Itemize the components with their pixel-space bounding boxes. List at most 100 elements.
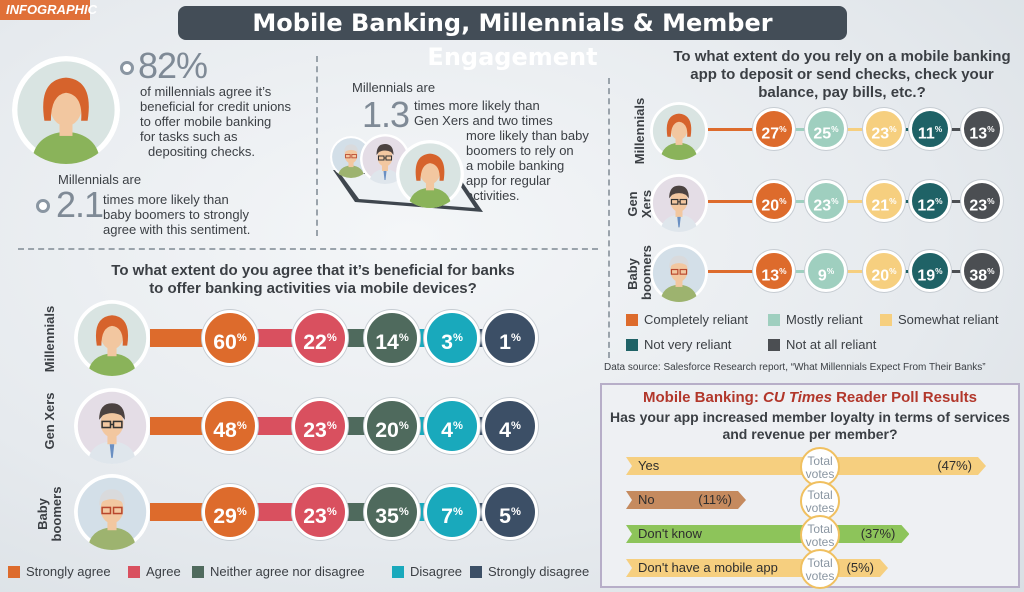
agree-boom-value: 29 — [213, 504, 237, 529]
reliance-legend-label: Not at all reliant — [786, 337, 877, 352]
stat2-text: times more likely than baby boomers to st… — [103, 192, 251, 237]
agree-row-avatar — [74, 388, 150, 464]
agree-mil-bubble: 14% — [364, 310, 420, 366]
reliance-legend-swatch — [626, 338, 638, 351]
agree-mil-value: 22 — [303, 330, 327, 355]
agree-genx-bubble: 48% — [202, 398, 258, 454]
agree-boom-percent: % — [236, 506, 247, 518]
reliance-legend-item: Not at all reliant — [768, 337, 876, 352]
total-votes-label: votes — [805, 467, 835, 481]
reliance-mil-bubble: 11% — [909, 108, 951, 150]
reliance-row-avatar — [650, 102, 708, 160]
reliance-legend-item: Completely reliant — [626, 312, 748, 327]
agree-legend-label: Strongly agree — [26, 564, 111, 579]
agree-legend-item: Strongly agree — [8, 564, 111, 579]
poll-bar: Don't have a mobile app (5%) — [626, 559, 888, 577]
stat1-value: 82% — [138, 45, 208, 86]
poll-bar-percent: (47%) — [937, 458, 972, 473]
poll-bar-label: Yes — [638, 458, 660, 473]
reliance-genx-percent: % — [831, 196, 839, 206]
agree-legend-swatch — [470, 565, 482, 578]
total-votes-badge: Total votes — [800, 549, 840, 589]
infographic-tag: INFOGRAPHIC — [0, 0, 97, 20]
reliance-legend-swatch — [626, 313, 638, 326]
reliance-mil-percent: % — [779, 124, 787, 134]
agree-boom-bubble: 23% — [292, 484, 348, 540]
agree-mil-percent: % — [510, 332, 521, 344]
reliance-mil-connector — [708, 127, 774, 131]
poll-title: Mobile Banking: CU Times Reader Poll Res… — [643, 389, 977, 406]
reliance-boom-value: 9 — [817, 267, 827, 285]
agree-mil-value: 3 — [441, 330, 453, 355]
agree-mil-percent: % — [236, 332, 247, 344]
poll-bar-label: Don't have a mobile app — [638, 560, 778, 575]
reliance-genx-bubble: 21% — [863, 180, 905, 222]
reliance-genx-value: 23 — [813, 197, 832, 215]
agree-mil-percent: % — [398, 332, 409, 344]
reliance-boom-value: 13 — [761, 267, 780, 285]
agree-mil-percent: % — [452, 332, 463, 344]
agree-legend-item: Neither agree nor disagree — [192, 564, 365, 579]
agree-boom-percent: % — [510, 506, 521, 518]
agree-mil-value: 14 — [375, 330, 399, 355]
agree-boom-bubble: 7% — [424, 484, 480, 540]
agree-mil-value: 60 — [213, 330, 237, 355]
total-votes-badge: Total votes — [800, 447, 840, 487]
divider-top-middle — [316, 56, 318, 236]
agree-legend-swatch — [192, 565, 204, 578]
reliance-mil-bubble: 25% — [805, 108, 847, 150]
agree-genx-percent: % — [452, 420, 463, 432]
reliance-legend-swatch — [880, 313, 892, 326]
agree-legend-swatch — [392, 565, 404, 578]
agree-genx-bubble: 20% — [364, 398, 420, 454]
reliance-genx-bubble: 23% — [805, 180, 847, 222]
reliance-legend-item: Mostly reliant — [768, 312, 863, 327]
agree-row-avatar — [74, 300, 150, 376]
total-votes-label: votes — [805, 501, 835, 515]
total-votes-label: Total — [807, 488, 833, 502]
reliance-boom-connector — [826, 269, 884, 273]
poll-bar: No (11%) — [626, 491, 746, 509]
reliance-genx-value: 20 — [761, 197, 780, 215]
reliance-genx-connector — [884, 199, 930, 203]
page-title: Mobile Banking, Millennials & Member Eng… — [178, 6, 847, 71]
agree-genx-percent: % — [398, 420, 409, 432]
reliance-genx-value: 21 — [871, 197, 890, 215]
agree-chart-title: To what extent do you agree that it’s be… — [111, 262, 515, 297]
reliance-mil-connector — [774, 127, 826, 131]
reliance-mil-connector — [930, 127, 982, 131]
agree-boom-value: 23 — [303, 504, 327, 529]
agree-genx-percent: % — [236, 420, 247, 432]
agree-boom-percent: % — [326, 506, 337, 518]
agree-boom-bubble: 29% — [202, 484, 258, 540]
reliance-row-avatar — [650, 244, 708, 302]
poll-bar-percent: (11%) — [698, 492, 732, 507]
reliance-mil-bubble: 27% — [753, 108, 795, 150]
reliance-legend-label: Not very reliant — [644, 337, 732, 352]
agree-boom-bubble: 35% — [364, 484, 420, 540]
reliance-genx-connector — [774, 199, 826, 203]
poll-bar: Don't know (37%) — [626, 525, 909, 543]
reliance-mil-value: 11 — [917, 125, 935, 143]
agree-boom-percent: % — [452, 506, 463, 518]
reliance-legend-swatch — [768, 313, 780, 326]
reliance-boom-connector — [930, 269, 982, 273]
reliance-boom-connector — [884, 269, 930, 273]
agree-mil-bubble: 60% — [202, 310, 258, 366]
data-source: Data source: Salesforce Research report,… — [604, 362, 986, 373]
reliance-boom-connector — [774, 269, 826, 273]
agree-row-label: Baby boomers — [35, 486, 64, 542]
reliance-genx-connector — [826, 199, 884, 203]
reliance-boom-percent: % — [987, 266, 995, 276]
poll-bar-label: No — [638, 492, 655, 507]
reliance-row-avatar — [650, 174, 708, 232]
reliance-boom-value: 20 — [871, 267, 890, 285]
agree-genx-value: 20 — [375, 418, 399, 443]
reliance-mil-percent: % — [934, 124, 943, 134]
agree-boom-value: 5 — [499, 504, 511, 529]
reliance-genx-percent: % — [935, 196, 943, 206]
stat1-dot — [120, 61, 134, 75]
agree-boom-percent: % — [398, 506, 409, 518]
millennial-avatar — [12, 56, 120, 164]
reliance-mil-value: 23 — [871, 125, 890, 143]
